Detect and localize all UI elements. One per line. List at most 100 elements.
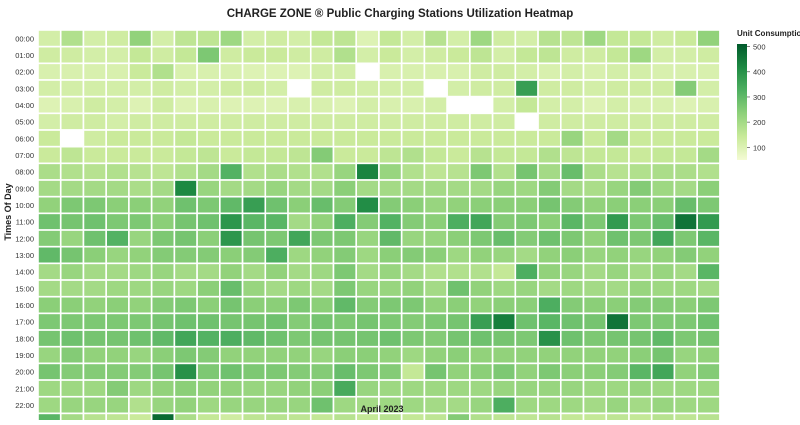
heatmap-cell — [82, 312, 107, 331]
heatmap-cell — [559, 379, 585, 398]
heatmap-cell — [309, 295, 335, 315]
heatmap-cell — [37, 362, 62, 381]
heatmap-cell — [332, 212, 358, 231]
heatmap-cell — [37, 129, 62, 148]
heatmap-cell — [150, 212, 176, 231]
heatmap-cell — [673, 412, 698, 425]
heatmap-cell — [514, 362, 539, 381]
heatmap-cell — [628, 29, 653, 48]
heatmap-cell — [446, 345, 471, 365]
heatmap-cell — [628, 295, 653, 315]
heatmap-cell — [537, 262, 562, 281]
heatmap-cell — [264, 329, 289, 348]
heatmap-cell — [423, 79, 448, 98]
y-tick-label: 10:00 — [15, 201, 34, 210]
heatmap-cell — [219, 362, 244, 381]
heatmap-cell — [491, 29, 517, 48]
heatmap-cell — [650, 329, 676, 348]
heatmap-cell — [287, 362, 312, 381]
heatmap-cell — [446, 112, 471, 131]
heatmap-cell — [514, 79, 539, 98]
heatmap-cell — [219, 62, 244, 81]
heatmap-cell — [264, 212, 289, 231]
heatmap-cell — [105, 229, 130, 248]
heatmap-cell — [491, 45, 517, 65]
heatmap-cell — [400, 79, 426, 98]
heatmap-cell — [37, 112, 62, 131]
heatmap-cell — [582, 379, 608, 398]
heatmap-cell — [673, 362, 698, 381]
heatmap-cell — [559, 95, 585, 115]
heatmap-cell — [582, 245, 608, 265]
heatmap-cell — [150, 145, 176, 165]
heatmap-cell — [628, 279, 653, 298]
heatmap-cell — [105, 395, 130, 415]
heatmap-cell — [696, 195, 721, 215]
heatmap-cell — [559, 145, 585, 165]
heatmap-cell — [37, 212, 62, 231]
heatmap-cell — [469, 29, 494, 48]
heatmap-cell — [400, 312, 426, 331]
heatmap-cell — [219, 79, 244, 98]
heatmap-cell — [59, 262, 85, 281]
heatmap-cell — [446, 129, 471, 148]
heatmap-cell — [219, 145, 244, 165]
heatmap-cell — [105, 195, 130, 215]
heatmap-cell — [105, 212, 130, 231]
heatmap-cell — [537, 145, 562, 165]
heatmap-cell — [355, 312, 380, 331]
heatmap-cell — [173, 245, 198, 265]
heatmap-cell — [241, 129, 267, 148]
heatmap-cell — [628, 362, 653, 381]
heatmap-cell — [128, 145, 153, 165]
heatmap-cell — [241, 95, 267, 115]
heatmap-cell — [196, 395, 221, 415]
heatmap-cell — [628, 412, 653, 425]
heatmap-cell — [82, 245, 107, 265]
heatmap-cell — [173, 145, 198, 165]
heatmap-cell — [559, 295, 585, 315]
heatmap-cell — [37, 195, 62, 215]
heatmap-cell — [150, 179, 176, 198]
heatmap-cell — [355, 412, 380, 425]
heatmap-cell — [378, 29, 403, 48]
heatmap-cell — [400, 412, 426, 425]
heatmap-cell — [696, 412, 721, 425]
heatmap-cell — [59, 412, 85, 425]
heatmap-cell — [264, 145, 289, 165]
heatmap-cell — [650, 62, 676, 81]
heatmap-cell — [605, 345, 630, 365]
heatmap-cell — [309, 79, 335, 98]
heatmap-cell — [59, 45, 85, 65]
heatmap-cell — [582, 345, 608, 365]
heatmap-cell — [150, 45, 176, 65]
heatmap-cell — [446, 245, 471, 265]
heatmap-cell — [309, 229, 335, 248]
heatmap-cell — [696, 162, 721, 181]
legend-tick-label: 100 — [753, 143, 766, 152]
heatmap-cell — [173, 95, 198, 115]
heatmap-cell — [446, 379, 471, 398]
heatmap-cell — [264, 395, 289, 415]
heatmap-cell — [173, 345, 198, 365]
heatmap-cell — [605, 95, 630, 115]
legend-tick-label: 300 — [753, 93, 766, 102]
heatmap-cell — [537, 362, 562, 381]
heatmap-cell — [196, 412, 221, 425]
heatmap-cell — [673, 212, 698, 231]
heatmap-cell — [559, 329, 585, 348]
heatmap-cell — [105, 112, 130, 131]
heatmap-cell — [491, 95, 517, 115]
y-tick-label: 15:00 — [15, 284, 34, 293]
heatmap-cell — [605, 29, 630, 48]
heatmap-cell — [378, 312, 403, 331]
heatmap-cell — [287, 229, 312, 248]
heatmap-cell — [423, 95, 448, 115]
heatmap-cell — [582, 29, 608, 48]
heatmap-cell — [37, 379, 62, 398]
heatmap-cell — [309, 45, 335, 65]
heatmap-cell — [423, 262, 448, 281]
heatmap-cell — [264, 229, 289, 248]
heatmap-cell — [696, 245, 721, 265]
